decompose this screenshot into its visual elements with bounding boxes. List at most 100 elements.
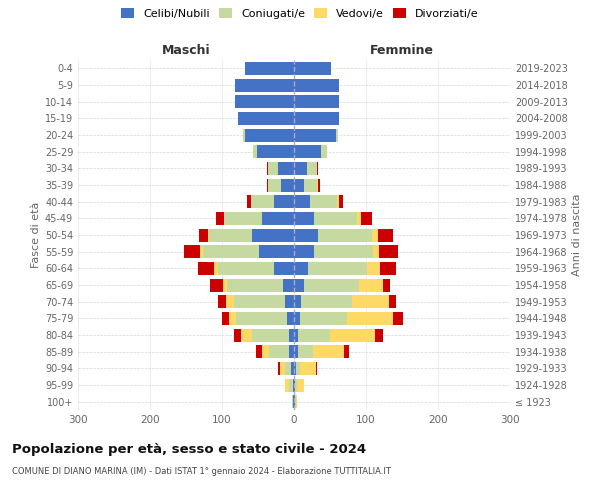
Bar — [222, 312, 229, 325]
Bar — [298, 328, 330, 342]
Bar — [218, 295, 226, 308]
Bar — [314, 212, 358, 225]
Bar — [295, 395, 296, 408]
Text: Femmine: Femmine — [370, 44, 434, 57]
Y-axis label: Anni di nascita: Anni di nascita — [572, 194, 582, 276]
Bar — [307, 162, 317, 175]
Bar — [262, 345, 269, 358]
Bar — [352, 295, 389, 308]
Bar — [251, 328, 289, 342]
Bar — [313, 345, 344, 358]
Bar — [314, 245, 373, 258]
Bar — [359, 278, 383, 291]
Bar — [294, 178, 304, 192]
Bar — [262, 212, 294, 225]
Bar — [223, 278, 227, 291]
Bar — [322, 145, 327, 158]
Bar — [286, 378, 289, 392]
Bar — [233, 295, 286, 308]
Bar — [286, 295, 294, 308]
Bar — [389, 295, 396, 308]
Bar — [268, 162, 278, 175]
Bar — [292, 395, 293, 408]
Bar — [259, 245, 294, 258]
Bar — [286, 362, 291, 375]
Bar — [211, 278, 223, 291]
Bar — [296, 362, 300, 375]
Bar — [274, 262, 294, 275]
Bar — [184, 245, 200, 258]
Bar — [281, 178, 294, 192]
Bar — [245, 62, 294, 75]
Bar — [304, 278, 359, 291]
Bar — [294, 328, 298, 342]
Bar — [226, 295, 233, 308]
Bar — [294, 112, 338, 125]
Bar — [394, 312, 403, 325]
Bar — [252, 228, 294, 241]
Bar — [383, 278, 390, 291]
Bar — [198, 262, 214, 275]
Bar — [289, 378, 293, 392]
Bar — [283, 278, 294, 291]
Bar — [296, 395, 297, 408]
Text: COMUNE DI DIANO MARINA (IM) - Dati ISTAT 1° gennaio 2024 - Elaborazione TUTTITAL: COMUNE DI DIANO MARINA (IM) - Dati ISTAT… — [12, 468, 391, 476]
Bar — [218, 262, 274, 275]
Bar — [294, 162, 307, 175]
Bar — [358, 212, 361, 225]
Bar — [294, 345, 298, 358]
Bar — [300, 362, 316, 375]
Bar — [316, 362, 317, 375]
Bar — [280, 362, 286, 375]
Text: Maschi: Maschi — [161, 44, 211, 57]
Bar — [251, 195, 274, 208]
Bar — [294, 295, 301, 308]
Bar — [294, 195, 310, 208]
Bar — [294, 212, 314, 225]
Bar — [238, 112, 294, 125]
Bar — [317, 178, 319, 192]
Bar — [235, 78, 294, 92]
Bar — [361, 212, 373, 225]
Bar — [294, 245, 314, 258]
Bar — [294, 228, 318, 241]
Bar — [274, 195, 294, 208]
Bar — [203, 245, 259, 258]
Bar — [377, 228, 394, 241]
Bar — [373, 228, 377, 241]
Bar — [373, 245, 379, 258]
Bar — [236, 312, 287, 325]
Bar — [266, 162, 268, 175]
Bar — [293, 378, 294, 392]
Bar — [247, 195, 251, 208]
Bar — [367, 262, 380, 275]
Legend: Celibi/Nubili, Coniugati/e, Vedovi/e, Divorziati/e: Celibi/Nubili, Coniugati/e, Vedovi/e, Di… — [121, 8, 479, 19]
Bar — [344, 345, 349, 358]
Text: Popolazione per età, sesso e stato civile - 2024: Popolazione per età, sesso e stato civil… — [12, 442, 366, 456]
Bar — [317, 162, 319, 175]
Bar — [374, 328, 383, 342]
Bar — [253, 145, 257, 158]
Bar — [245, 128, 294, 141]
Bar — [227, 278, 283, 291]
Bar — [294, 62, 331, 75]
Bar — [300, 312, 347, 325]
Bar — [379, 245, 398, 258]
Bar — [294, 312, 300, 325]
Bar — [289, 345, 294, 358]
Bar — [294, 362, 296, 375]
Bar — [298, 345, 313, 358]
Bar — [278, 162, 294, 175]
Bar — [269, 345, 289, 358]
Bar — [337, 195, 340, 208]
Bar — [268, 178, 281, 192]
Bar — [200, 245, 203, 258]
Bar — [293, 395, 294, 408]
Bar — [301, 295, 352, 308]
Bar — [380, 262, 396, 275]
Bar — [330, 328, 374, 342]
Bar — [304, 178, 317, 192]
Bar — [294, 95, 338, 108]
Bar — [257, 145, 294, 158]
Y-axis label: Fasce di età: Fasce di età — [31, 202, 41, 268]
